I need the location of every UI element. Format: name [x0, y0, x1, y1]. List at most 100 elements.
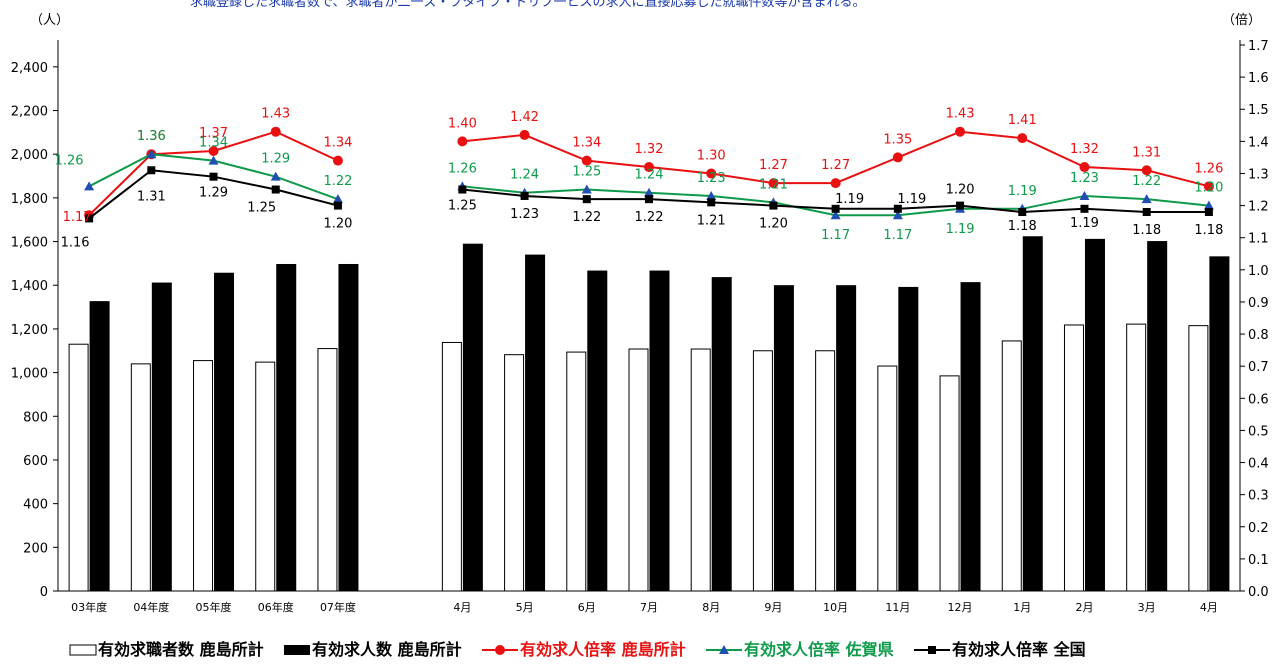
bar-job-seekers [690, 348, 711, 592]
marker-kashima [768, 178, 779, 189]
bar-job-seekers [68, 343, 89, 592]
data-label-kashima: 1.42 [510, 110, 539, 125]
data-label-saga: 1.23 [697, 171, 726, 186]
data-label-national: 1.22 [572, 210, 601, 225]
bar-job-openings [338, 263, 359, 592]
marker-saga [1141, 194, 1152, 204]
data-label-kashima: 1.17 [63, 210, 92, 225]
marker-kashima [830, 178, 841, 189]
marker-national [956, 201, 965, 210]
data-label-national: 1.20 [946, 183, 975, 198]
data-label-kashima: 1.26 [1194, 161, 1223, 176]
marker-kashima [1017, 133, 1028, 144]
data-label-kashima: 1.36 [137, 129, 166, 144]
legend-marker-circle [495, 645, 505, 655]
y-left-tick-label: 200 [23, 541, 48, 556]
x-tick-label: 9月 [764, 601, 782, 614]
data-label-saga: 1.19 [1008, 184, 1037, 199]
bar-job-openings [276, 263, 297, 592]
header-note: 求職登録した求職者数で、求職者が二一ズ・ブタイプ・ドリブ一ヒスの求人に直接応募し… [190, 0, 866, 10]
y-right-tick-label: 1.0 [1248, 264, 1269, 279]
y-right-tick-label: 1.5 [1248, 103, 1269, 118]
marker-saga [706, 190, 717, 200]
x-tick-label: 3月 [1138, 601, 1156, 614]
marker-saga [146, 149, 157, 159]
bar-job-openings [1022, 236, 1043, 592]
data-label-saga: 1.25 [572, 165, 601, 180]
marker-national [831, 204, 840, 213]
bar-job-seekers [1001, 340, 1022, 592]
y-left-tick-label: 800 [23, 410, 48, 425]
x-tick-label: 06年度 [258, 600, 294, 614]
data-label-national: 1.20 [759, 217, 788, 232]
data-label-kashima: 1.43 [261, 107, 290, 122]
bar-job-openings [711, 277, 732, 592]
data-label-kashima: 1.27 [759, 158, 788, 173]
bar-job-openings [214, 272, 235, 592]
data-label-saga: 1.34 [199, 136, 228, 151]
bar-job-openings [462, 243, 483, 592]
marker-saga [208, 155, 219, 165]
y-left-tick-label: 400 [23, 498, 48, 513]
bar-job-openings [1147, 241, 1168, 592]
data-label-saga: 1.24 [510, 168, 539, 183]
y-left-tick-label: 2,400 [11, 61, 48, 76]
x-tick-label: 7月 [640, 601, 658, 614]
marker-saga [581, 184, 592, 194]
marker-national [1018, 208, 1027, 217]
marker-saga [84, 181, 95, 191]
y-right-tick-label: 0.2 [1248, 521, 1269, 536]
data-label-kashima: 1.34 [572, 136, 601, 151]
y-left-tick-label: 0 [40, 585, 48, 600]
marker-national [707, 198, 716, 207]
marker-kashima [581, 155, 592, 166]
bar-job-seekers [193, 360, 214, 592]
y-right-tick-label: 0.4 [1248, 457, 1269, 472]
y-left-tick-label: 2,000 [11, 148, 48, 163]
marker-kashima [270, 126, 281, 137]
marker-kashima [706, 168, 717, 179]
bar-job-seekers [628, 348, 649, 592]
marker-national [645, 195, 653, 204]
data-label-kashima: 1.35 [883, 132, 912, 147]
data-label-national: 1.19 [897, 192, 926, 207]
bar-job-seekers [566, 351, 587, 592]
bar-job-seekers [1188, 325, 1209, 592]
data-label-kashima: 1.30 [697, 148, 726, 163]
x-tick-label: 05年度 [196, 600, 232, 614]
data-label-kashima: 1.40 [448, 116, 477, 131]
bar-job-seekers [815, 350, 836, 592]
y-right-tick-label: 0.0 [1248, 585, 1269, 600]
marker-kashima [1079, 162, 1090, 173]
y-right-tick-label: 0.3 [1248, 489, 1269, 504]
data-label-national: 1.16 [61, 235, 90, 250]
data-label-kashima: 1.27 [821, 158, 850, 173]
marker-national [1080, 204, 1089, 213]
bar-job-seekers [752, 350, 773, 592]
data-label-national: 1.18 [1194, 223, 1223, 238]
data-label-saga: 1.17 [821, 228, 850, 243]
marker-saga [1203, 200, 1214, 210]
bar-job-openings [89, 301, 110, 592]
data-label-national: 1.31 [137, 189, 166, 204]
marker-saga [1079, 190, 1090, 200]
y-right-tick-label: 0.9 [1248, 296, 1269, 311]
data-label-saga: 1.26 [448, 161, 477, 176]
data-label-saga: 1.26 [55, 153, 84, 168]
data-label-kashima: 1.32 [1070, 142, 1099, 157]
marker-kashima [457, 136, 468, 147]
x-tick-label: 1月 [1013, 601, 1031, 614]
data-label-kashima: 1.43 [946, 107, 975, 122]
data-label-saga: 1.20 [1194, 181, 1223, 196]
legend-label: 有効求人数 鹿島所計 [312, 640, 462, 659]
bar-job-seekers [1126, 323, 1147, 592]
x-tick-label: 12月 [948, 601, 973, 614]
y-right-tick-label: 1.4 [1248, 135, 1269, 150]
y-right-tick-label: 1.7 [1248, 39, 1269, 54]
bar-job-seekers [1063, 324, 1084, 592]
y-right-tick-label: 1.1 [1248, 232, 1269, 247]
data-label-saga: 1.23 [1070, 171, 1099, 186]
marker-saga [892, 210, 903, 220]
bar-job-openings [525, 254, 546, 592]
